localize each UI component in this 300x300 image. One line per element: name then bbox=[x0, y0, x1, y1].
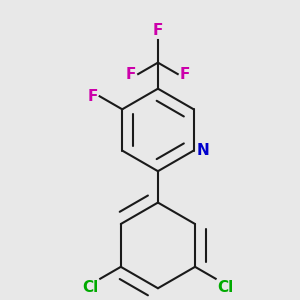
Text: Cl: Cl bbox=[217, 280, 233, 295]
Text: Cl: Cl bbox=[83, 280, 99, 295]
Text: F: F bbox=[126, 67, 136, 82]
Text: F: F bbox=[180, 67, 190, 82]
Text: F: F bbox=[88, 89, 98, 104]
Text: N: N bbox=[196, 143, 209, 158]
Text: F: F bbox=[153, 23, 163, 38]
